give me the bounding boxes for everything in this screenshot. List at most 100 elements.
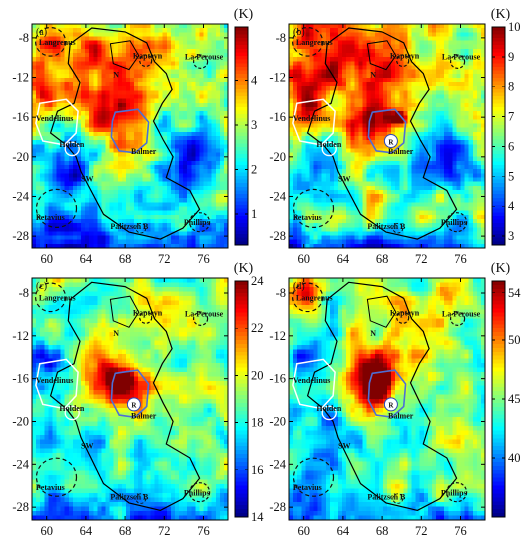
heatmap-cell <box>203 231 208 236</box>
heatmap-cell <box>105 169 110 174</box>
heatmap-cell <box>64 223 70 228</box>
heatmap-cell <box>113 202 119 207</box>
heatmap-cell <box>146 111 151 116</box>
heatmap-cell <box>329 123 335 129</box>
heatmap-cell <box>109 90 115 95</box>
heatmap-cell <box>195 239 200 245</box>
heatmap-cell <box>72 77 78 83</box>
heatmap-cell <box>399 57 404 62</box>
heatmap-cell <box>395 65 400 71</box>
heatmap-cell <box>362 160 367 166</box>
heatmap-cell <box>219 106 225 112</box>
heatmap-cell <box>174 210 180 216</box>
heatmap-cell <box>468 140 474 145</box>
heatmap-cell <box>431 69 437 75</box>
heatmap-cell <box>162 231 168 236</box>
heatmap-cell <box>101 231 106 236</box>
heatmap-cell <box>378 177 384 183</box>
heatmap-cell <box>97 77 102 83</box>
heatmap-cell <box>387 82 392 87</box>
heatmap-cell <box>297 144 302 149</box>
heatmap-cell <box>460 177 465 183</box>
heatmap-cell <box>452 65 457 71</box>
heatmap-cell <box>333 44 339 50</box>
heatmap-cell <box>85 206 90 212</box>
heatmap-cell <box>166 98 172 104</box>
heatmap-cell <box>64 148 70 153</box>
heatmap-cell <box>109 169 115 174</box>
heatmap-cell <box>56 160 61 166</box>
heatmap-cell <box>395 48 400 54</box>
heatmap-cell <box>346 202 351 207</box>
heatmap-cell <box>138 65 143 71</box>
heatmap-cell <box>174 152 180 158</box>
heatmap-cell <box>113 65 119 71</box>
heatmap-cell <box>391 127 396 133</box>
heatmap-cell <box>440 177 445 183</box>
heatmap-cell <box>444 28 449 33</box>
heatmap-cell <box>440 214 445 220</box>
heatmap-cell <box>60 36 66 41</box>
heatmap-cell <box>36 223 41 228</box>
heatmap-cell <box>382 69 388 75</box>
heatmap-cell <box>440 181 445 187</box>
heatmap-cell <box>464 102 470 108</box>
heatmap-cell <box>407 202 412 207</box>
heatmap-cell <box>121 44 127 50</box>
heatmap-cell <box>431 202 437 207</box>
heatmap-cell <box>125 206 131 212</box>
heatmap-cell <box>134 94 139 100</box>
heatmap-cell <box>64 94 70 100</box>
heatmap-cell <box>85 160 90 166</box>
heatmap-cell <box>36 210 41 216</box>
heatmap-cell <box>329 24 335 29</box>
heatmap-cell <box>101 111 106 116</box>
heatmap-cell <box>36 119 41 124</box>
heatmap-cell <box>121 202 127 207</box>
heatmap-cell <box>403 61 408 66</box>
heatmap-cell <box>150 185 155 191</box>
heatmap-cell <box>419 77 425 83</box>
heatmap-cell <box>472 131 478 137</box>
heatmap-cell <box>134 136 139 141</box>
heatmap-cell <box>166 86 172 91</box>
heatmap-cell <box>125 40 131 46</box>
heatmap-cell <box>387 165 392 170</box>
heatmap-cell <box>32 98 37 104</box>
heatmap-cell <box>321 210 327 216</box>
heatmap-cell <box>342 119 347 124</box>
heatmap-cell <box>407 173 412 178</box>
heatmap-cell <box>321 189 327 195</box>
heatmap-cell <box>382 189 388 195</box>
heatmap-cell <box>350 136 355 141</box>
heatmap-cell <box>321 194 327 199</box>
heatmap-cell <box>56 106 61 112</box>
heatmap-cell <box>317 98 323 104</box>
heatmap-cell <box>378 189 384 195</box>
heatmap-cell <box>199 165 204 170</box>
heatmap-cell <box>333 131 339 137</box>
heatmap-cell <box>464 115 470 120</box>
heatmap-cell <box>211 194 217 199</box>
heatmap-cell <box>36 77 41 83</box>
heatmap-cell <box>309 165 314 170</box>
heatmap-cell <box>362 152 367 158</box>
heatmap-cell <box>183 235 188 241</box>
heatmap-cell <box>387 202 392 207</box>
heatmap-cell <box>219 235 225 241</box>
heatmap-cell <box>142 131 147 137</box>
heatmap-cell <box>105 218 110 224</box>
heatmap-cell <box>338 206 343 212</box>
heatmap-cell <box>411 148 416 153</box>
heatmap-cell <box>382 44 388 50</box>
heatmap-cell <box>44 111 49 116</box>
heatmap-cell <box>166 160 172 166</box>
heatmap-cell <box>382 98 388 104</box>
heatmap-cell <box>68 156 74 162</box>
heatmap-cell <box>325 160 331 166</box>
heatmap-cell <box>85 36 90 41</box>
heatmap-cell <box>215 189 221 195</box>
heatmap-cell <box>125 148 131 153</box>
heatmap-cell <box>476 198 482 203</box>
heatmap-cell <box>187 206 192 212</box>
